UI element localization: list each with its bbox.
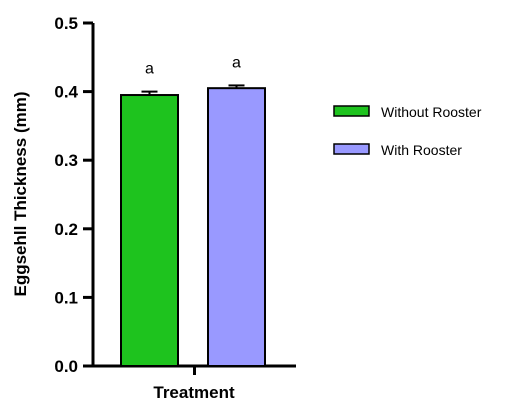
legend-swatch [333,143,370,155]
legend-swatch [333,105,370,117]
y-tick-label: 0.2 [54,220,78,239]
legend: Without Rooster With Rooster [333,104,482,158]
y-tick-label: 0.0 [54,357,78,376]
significance-label: a [145,61,154,78]
y-axis-title: Eggsehll Thickness (mm) [11,92,30,297]
x-axis-title: Treatment [153,383,235,402]
bar [207,87,266,367]
legend-label: With Rooster [381,142,462,158]
significance-label: a [232,54,241,71]
y-tick-label: 0.3 [54,151,78,170]
y-tick-label: 0.4 [54,83,78,102]
legend-label: Without Rooster [381,104,482,120]
y-tick-label: 0.5 [54,14,78,33]
y-tick-label: 0.1 [54,288,78,307]
bar [120,94,179,367]
